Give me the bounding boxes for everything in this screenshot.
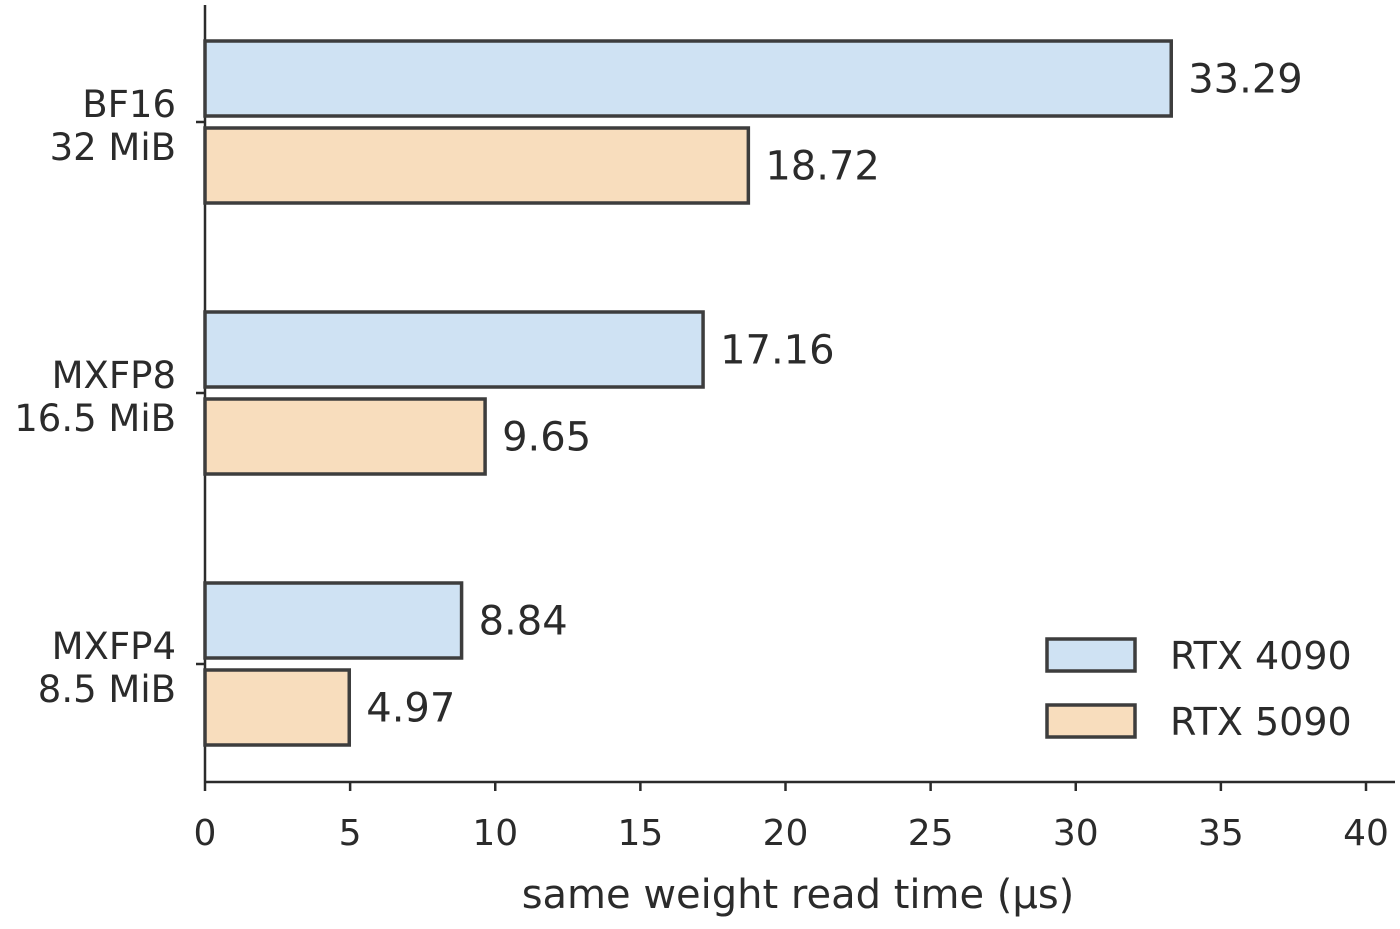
x-tick-label: 0 (194, 813, 217, 854)
value-labels: 33.29 18.72 17.16 9.65 8.84 4.97 (366, 57, 1303, 732)
category-size-label: 32 MiB (50, 126, 176, 169)
bar-mxfp4-series-1 (203, 581, 464, 660)
legend: RTX 4090 RTX 5090 (1045, 634, 1352, 744)
data-label: 18.72 (765, 144, 880, 190)
x-tick-label: 30 (1053, 813, 1099, 854)
x-tick-label: 35 (1198, 813, 1244, 854)
data-label: 8.84 (479, 599, 568, 645)
x-tick-label: 20 (763, 813, 809, 854)
category-label: MXFP4 (52, 625, 176, 668)
x-tick-label: 5 (339, 813, 362, 854)
legend-label: RTX 4090 (1170, 634, 1352, 678)
x-tick-label: 40 (1343, 813, 1389, 854)
category-label: BF16 (82, 83, 176, 126)
bars (203, 39, 1173, 747)
legend-swatch (1045, 637, 1137, 673)
data-label: 9.65 (502, 415, 591, 461)
x-axis-title: same weight read time (µs) (522, 872, 1075, 918)
x-tick-label: 15 (617, 813, 663, 854)
x-tick-label: 25 (908, 813, 954, 854)
bar-mxfp8-series-2 (203, 397, 487, 476)
data-label: 4.97 (366, 686, 455, 732)
bar-mxfp4-series-2 (203, 668, 352, 747)
data-label: 17.16 (720, 328, 835, 374)
bar-mxfp8-series-1 (203, 310, 705, 389)
category-label: MXFP8 (52, 354, 176, 397)
legend-swatch (1045, 703, 1137, 739)
data-label: 33.29 (1188, 57, 1303, 103)
legend-label: RTX 5090 (1170, 700, 1352, 744)
bar-bf16-series-2 (203, 126, 751, 205)
bar-bf16-series-1 (203, 39, 1173, 118)
x-ticks: 0 5 10 15 20 25 30 35 40 (194, 782, 1389, 854)
category-size-label: 16.5 MiB (14, 397, 176, 440)
category-size-label: 8.5 MiB (38, 668, 176, 711)
x-tick-label: 10 (472, 813, 518, 854)
